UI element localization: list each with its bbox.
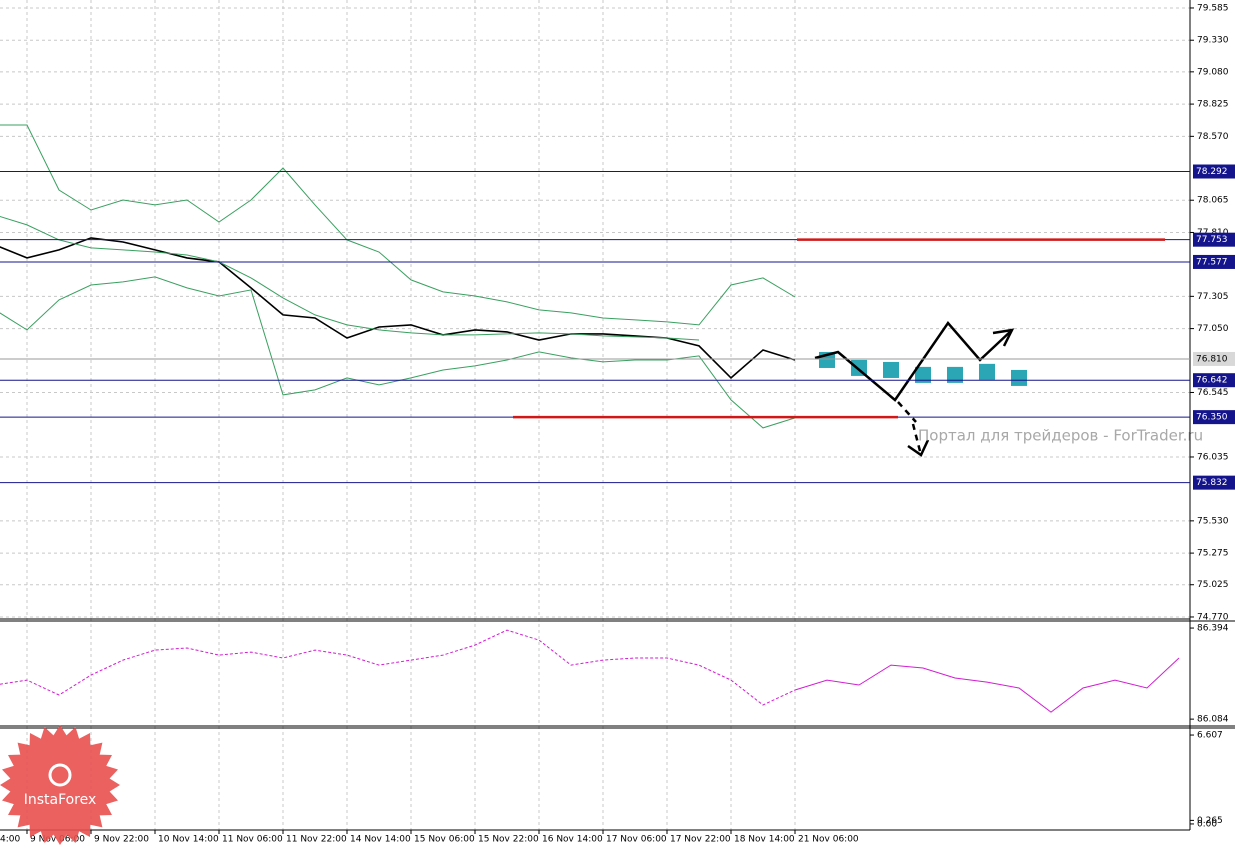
y-tick-label: 75.025 [1197, 580, 1229, 590]
y-tick-label: 76.545 [1197, 388, 1229, 398]
y-tick-label: 0.265 [1197, 816, 1223, 826]
y-tick-label: 77.305 [1197, 292, 1229, 302]
level-label-box [1193, 475, 1235, 490]
forecast-alt-path [911, 423, 923, 456]
level-label-box [1193, 164, 1235, 179]
y-tick-label: 79.080 [1197, 67, 1229, 77]
y-tick-label: 77.050 [1197, 324, 1229, 334]
arrow-head [907, 439, 930, 457]
series-line [0, 276, 796, 429]
x-tick-label: 17 Nov 06:00 [606, 835, 667, 845]
x-tick-label: 18 Nov 14:00 [734, 835, 795, 845]
x-tick-label: 11 Nov 06:00 [222, 835, 283, 845]
y-tick-label: 0.00 [1197, 819, 1217, 829]
x-tick-label: 16 Nov 14:00 [542, 835, 603, 845]
projection-bar [882, 361, 899, 378]
level-label: 76.642 [1196, 376, 1228, 386]
grid [0, 0, 1190, 830]
frame [0, 0, 1235, 831]
x-tick-label: 11 Nov 22:00 [286, 835, 347, 845]
y-tick-label: 76.035 [1197, 452, 1229, 462]
x-tick-label: 14 Nov 14:00 [350, 835, 411, 845]
x-tick-label: 10 Nov 14:00 [158, 835, 219, 845]
forecast-drawing [814, 320, 1015, 457]
series-line [794, 657, 1180, 713]
x-tick-label: 15 Nov 06:00 [414, 835, 475, 845]
y-tick-label: 86.084 [1197, 715, 1229, 725]
plot [0, 124, 1180, 713]
arrow-head [992, 328, 1015, 347]
y-tick-label: 78.065 [1197, 196, 1229, 206]
x-tick-label: 21 Nov 06:00 [798, 835, 859, 845]
y-tick-label: 78.825 [1197, 100, 1229, 110]
level-label: 77.577 [1196, 257, 1228, 267]
level-label-box [1193, 232, 1235, 247]
y-tick-label: 79.330 [1197, 36, 1229, 46]
series-line [0, 215, 700, 341]
x-tick-label: 17 Nov 22:00 [670, 835, 731, 845]
series-line [0, 629, 796, 706]
current-price-box [1193, 351, 1235, 366]
forecast-path [814, 320, 1013, 402]
forecast-alt-path [897, 401, 917, 423]
level-label: 78.292 [1196, 167, 1228, 177]
projection-bar [978, 363, 995, 380]
current-price-label: 76.810 [1196, 354, 1228, 364]
level-label-box [1193, 373, 1235, 388]
y-tick-label: 75.530 [1197, 516, 1229, 526]
watermark: Портал для трейдеров - ForTrader.ru [918, 427, 1203, 445]
x-tick-label: 9 Nov 22:00 [94, 835, 149, 845]
y-tick-label: 79.585 [1197, 3, 1229, 13]
x-tick-label: 4:00 [0, 835, 20, 845]
level-label-box [1193, 254, 1235, 269]
projection-bar [914, 366, 931, 383]
x-tick-label: 15 Nov 22:00 [478, 835, 539, 845]
level-label: 76.350 [1196, 413, 1228, 423]
logo-icon [48, 763, 72, 787]
y-tick-label: 78.570 [1197, 132, 1229, 142]
y-tick-label: 86.394 [1197, 624, 1229, 634]
y-tick-label: 75.275 [1197, 549, 1229, 559]
projection-bar [1010, 369, 1027, 386]
logo: InstaForex [0, 725, 120, 845]
level-label: 77.753 [1196, 235, 1228, 245]
projection-bar [946, 366, 963, 383]
series-line [0, 124, 796, 326]
level-label: 75.832 [1196, 478, 1228, 488]
y-tick-label: 74.770 [1197, 612, 1229, 622]
logo-text: InstaForex [24, 792, 97, 808]
y-tick-label: 6.607 [1197, 731, 1223, 741]
level-label-box [1193, 410, 1235, 425]
